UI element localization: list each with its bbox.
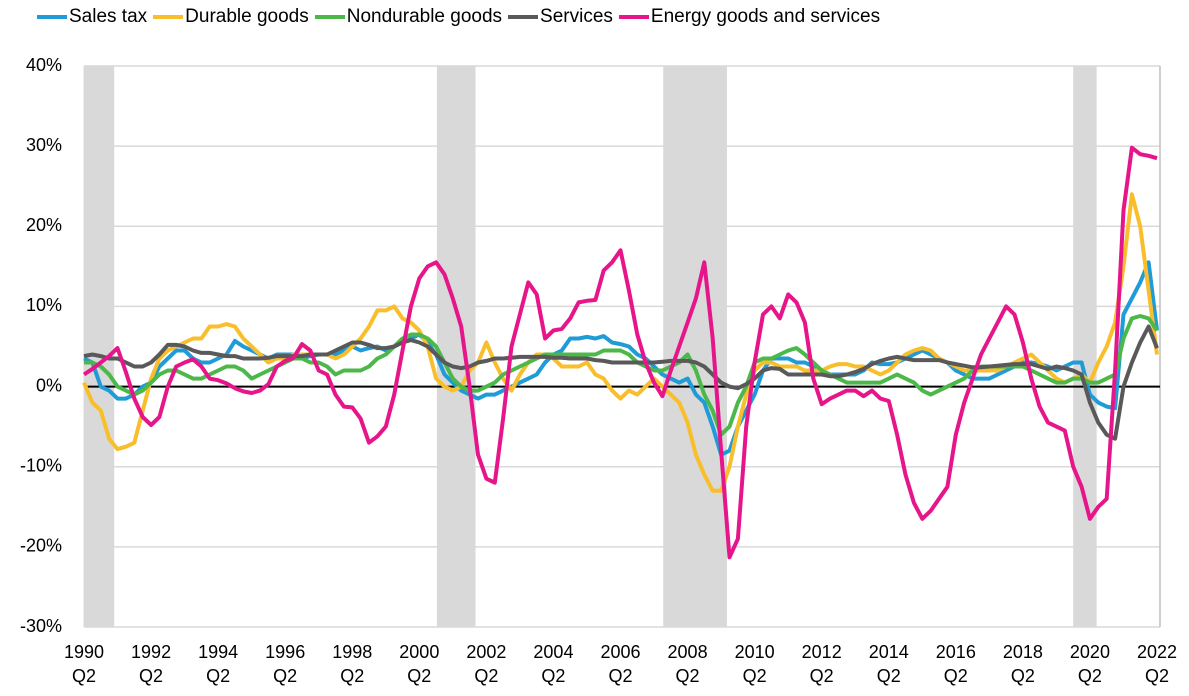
y-tick-label: 10% [26, 295, 62, 315]
x-tick-label: 2010 Q2 [734, 642, 775, 686]
legend-item: Nondurable goods [314, 6, 503, 28]
shaded-period [663, 66, 727, 627]
legend-label: Durable goods [185, 6, 309, 27]
x-tick-label: 2018 Q2 [1002, 642, 1043, 686]
legend-label: Sales tax [69, 6, 148, 27]
x-tick-label: 1994 Q2 [198, 642, 239, 686]
x-tick-label: 1998 Q2 [332, 642, 373, 686]
x-tick-label: 1990 Q2 [63, 642, 105, 686]
legend-swatch [508, 15, 539, 19]
y-tick-label: 30% [26, 135, 62, 155]
legend-item: Services [508, 6, 613, 28]
y-tick-label: -10% [20, 455, 62, 475]
legend-item: Sales tax [37, 6, 147, 28]
y-tick-label: 20% [26, 215, 62, 235]
x-tick-label: 2022 Q2 [1136, 642, 1178, 686]
x-tick-label: 2012 Q2 [801, 642, 842, 686]
x-tick-label: 2008 Q2 [667, 642, 708, 686]
x-tick-label: 2004 Q2 [533, 642, 574, 686]
y-tick-label: -20% [20, 536, 62, 556]
x-tick-label: 2020 Q2 [1069, 642, 1110, 686]
x-tick-label: 2014 Q2 [868, 642, 909, 686]
shaded-period [1073, 66, 1097, 627]
shaded-period [84, 66, 115, 627]
legend-label: Nondurable goods [346, 6, 503, 27]
shaded-period [436, 66, 476, 627]
x-tick-label: 2016 Q2 [935, 642, 976, 686]
legend-swatch [153, 15, 184, 19]
x-tick-label: 2006 Q2 [600, 642, 641, 686]
legend-swatch [314, 15, 345, 19]
legend-item: Durable goods [153, 6, 309, 28]
y-tick-label: 0% [36, 375, 62, 395]
series-line [82, 145, 1158, 560]
x-tick-label: 1992 Q2 [131, 642, 172, 686]
legend-swatch [37, 15, 67, 19]
y-tick-label: 40% [26, 55, 62, 75]
x-tick-label: 2000 Q2 [399, 642, 440, 686]
legend: Sales tax Durable goods Nondurable goods Se… [37, 6, 886, 28]
legend-label: Services [540, 6, 613, 27]
x-tick-label: 2002 Q2 [466, 642, 507, 686]
legend-label: Energy goods and services [650, 6, 881, 27]
legend-item: Energy goods and services [618, 6, 881, 28]
legend-swatch [618, 15, 649, 19]
x-tick-label: 1996 Q2 [265, 642, 306, 686]
y-tick-label: -30% [20, 616, 62, 636]
